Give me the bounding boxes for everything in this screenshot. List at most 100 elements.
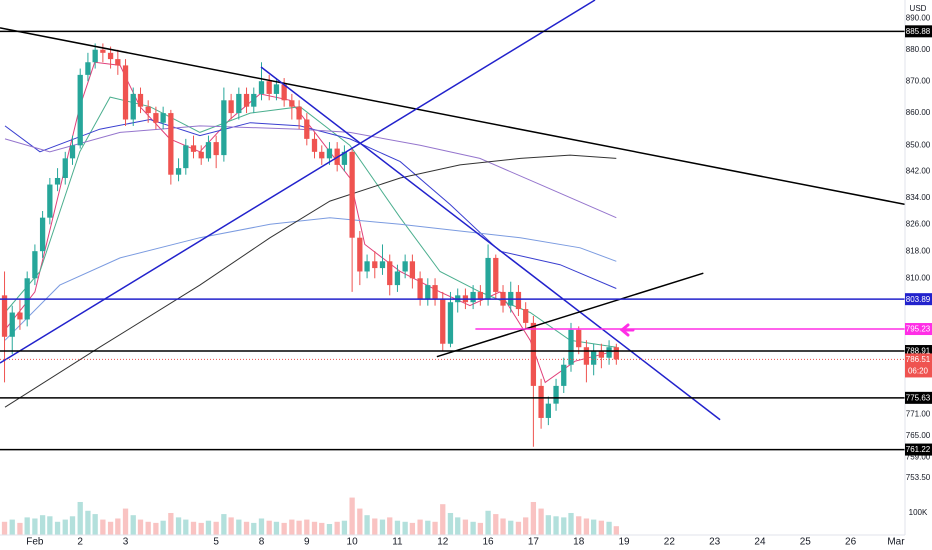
volume-bar [598, 520, 605, 535]
volume-bar [236, 519, 242, 535]
candle-body [477, 291, 484, 299]
candle-body [515, 291, 522, 310]
moving-average [4, 125, 617, 219]
candle-body [9, 312, 15, 337]
candle-body [54, 177, 61, 185]
candle-body [440, 298, 446, 344]
x-tick-label: 5 [213, 537, 219, 548]
candle-body [296, 106, 302, 120]
candle-body [190, 145, 197, 152]
candle-body [289, 100, 295, 107]
volume-bar [553, 516, 559, 535]
volume-bar [251, 522, 257, 535]
candle-body [85, 62, 91, 75]
candle-body [137, 93, 144, 107]
level-label-box [905, 25, 932, 38]
candle-body [606, 347, 612, 358]
arrow-marker [619, 323, 635, 337]
volume-bar [243, 521, 250, 535]
y-tick-label: 771.00 [906, 409, 931, 418]
volume-bar [168, 512, 174, 535]
moving-average [4, 154, 617, 408]
volume-bar [289, 519, 295, 535]
volume-bar [153, 522, 159, 535]
volume-bar [304, 519, 310, 535]
volume-bar [85, 510, 91, 535]
volume-bar [17, 522, 23, 535]
level-label: 803.89 [906, 295, 931, 304]
x-tick-label: 26 [845, 537, 857, 548]
candle-body [311, 138, 318, 152]
candle-body [561, 364, 567, 386]
volume-bar [440, 504, 446, 535]
volume-bar [357, 508, 363, 535]
x-tick-label: 8 [259, 537, 265, 548]
level-label: 788.91 [906, 347, 931, 356]
countdown-label: 06:20 [908, 367, 929, 376]
x-tick-label: 11 [392, 537, 403, 548]
y-tick-label: 759.00 [906, 453, 931, 462]
candle-body [160, 113, 166, 123]
volume-bar [364, 515, 370, 535]
axis-labels: Feb 2 3 5 8 9 10 11 12 16 17 18 19 22 23 24 25 26 Mar753.5… [26, 14, 932, 548]
candle-body [258, 81, 265, 94]
candle-body [145, 106, 151, 114]
volume-bar [372, 518, 378, 535]
candle-body [183, 145, 189, 169]
candle-body [39, 217, 46, 252]
candle-body [613, 347, 619, 360]
volume-bar [568, 512, 574, 535]
volume-bar [538, 508, 544, 535]
y-tick-label: 842.00 [906, 167, 931, 176]
candle-body [409, 261, 416, 279]
candle-body [387, 261, 393, 286]
trend-line [260, 66, 721, 421]
candle-body [69, 145, 76, 159]
candle-body [425, 285, 431, 299]
volume-bar [92, 514, 98, 535]
x-tick-label: 10 [347, 537, 359, 548]
volume-bar [447, 512, 454, 535]
candle-body [304, 119, 310, 139]
candle-body [417, 278, 423, 299]
volume-bar [311, 521, 318, 535]
trend-line [436, 272, 704, 358]
volume-bar [561, 517, 567, 535]
volume-bar [137, 519, 144, 535]
volume-bar [145, 521, 151, 535]
candle-body [372, 261, 378, 269]
candle-body [576, 329, 582, 348]
candle-body [251, 93, 257, 107]
candle-body [266, 81, 272, 94]
y-tick-label: 850.00 [906, 140, 931, 149]
volume-bar [122, 508, 129, 535]
last-price-label: 786.51 [906, 355, 931, 364]
candle-body [122, 65, 129, 120]
candle-body [538, 385, 544, 418]
y2-tick-label: 100K [909, 508, 928, 517]
volume-bar [523, 517, 529, 535]
volume-bar [273, 521, 280, 535]
volume-bar [394, 520, 401, 535]
candle-body [205, 142, 212, 159]
volume-bar [349, 497, 355, 535]
plot-area [0, 0, 906, 535]
candle-body [364, 261, 370, 272]
candle-body [341, 151, 348, 165]
level-label-box [905, 443, 932, 456]
volume-bar [213, 521, 219, 535]
last-price-box [905, 353, 932, 378]
y-tick-label: 826.00 [906, 219, 931, 228]
candle-body [530, 322, 537, 386]
x-tick-label: Feb [26, 537, 44, 548]
candle-body [357, 237, 363, 272]
candle-body [168, 113, 174, 175]
candle-body [100, 49, 106, 53]
candle-body [432, 285, 438, 299]
volume-bar [530, 501, 537, 535]
level-label-box [905, 293, 932, 306]
candle-body [32, 251, 38, 279]
volume-bar [130, 515, 136, 535]
y-tick-label: 810.00 [906, 273, 931, 282]
volume-bar [115, 518, 121, 535]
